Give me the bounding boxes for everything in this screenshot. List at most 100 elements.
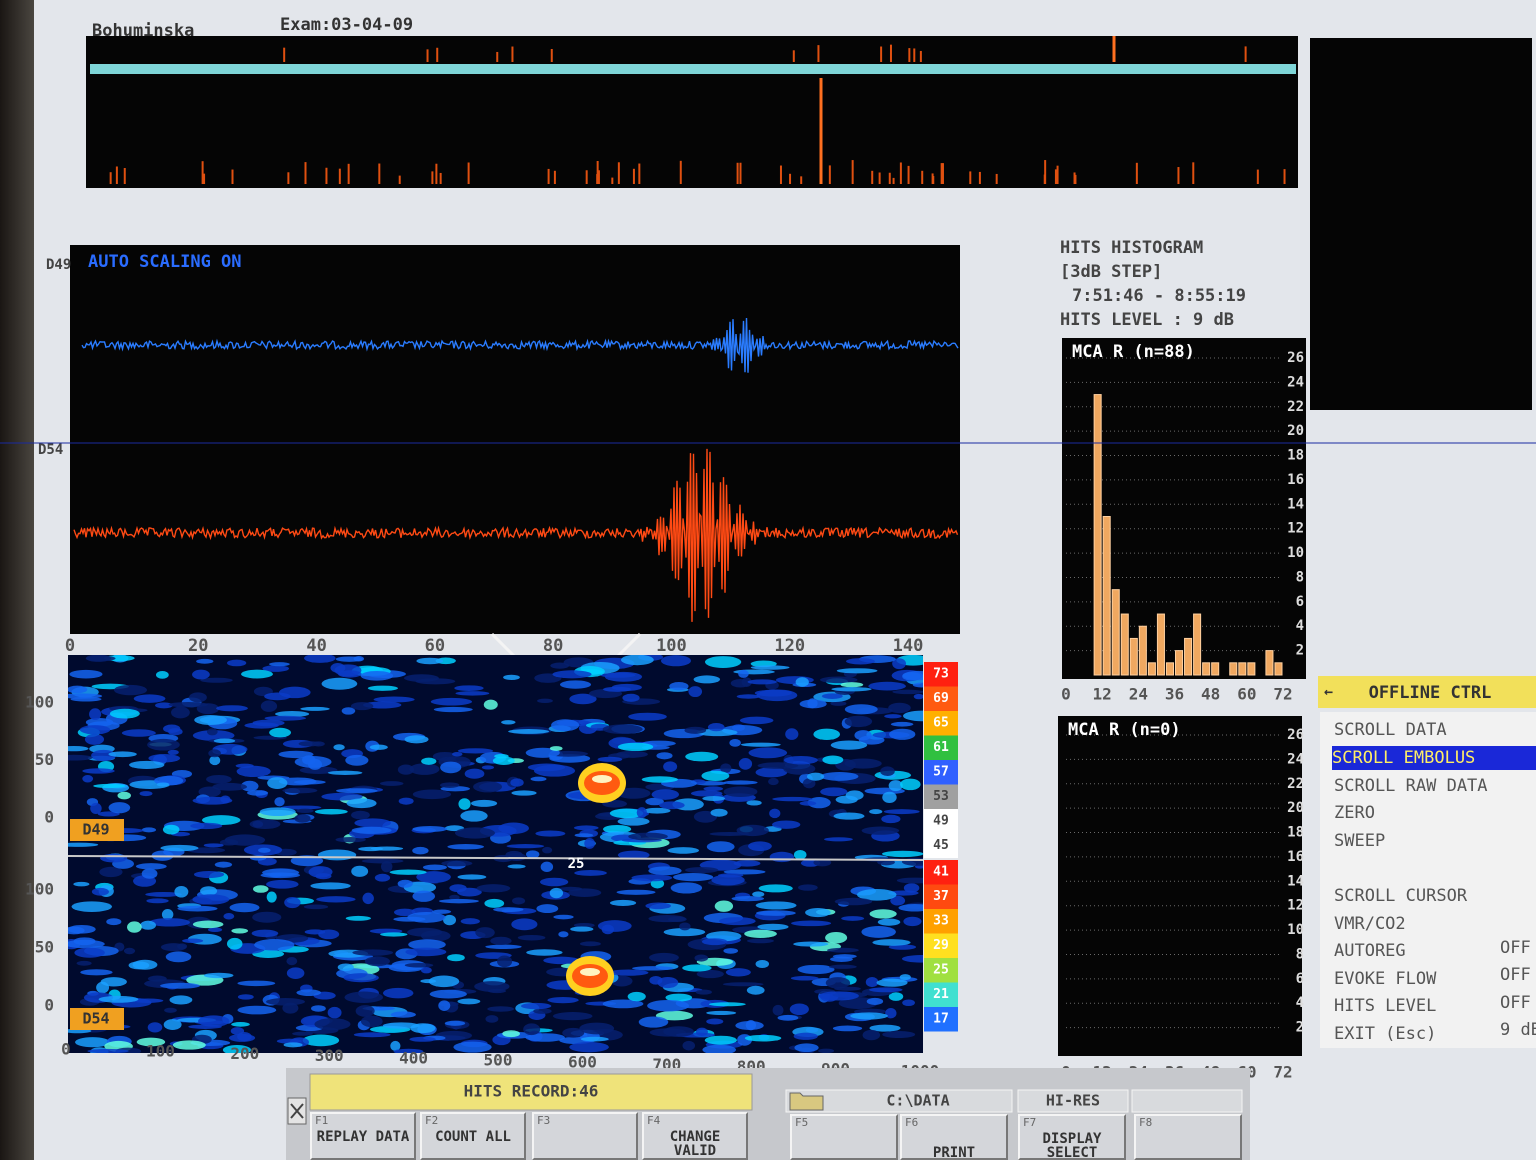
speckle — [900, 779, 921, 791]
speckle — [694, 954, 708, 961]
speckle — [430, 990, 467, 999]
histogram-bar — [1112, 590, 1119, 675]
speckle — [501, 720, 515, 724]
speckle — [550, 888, 563, 898]
speckle — [157, 782, 169, 786]
speckle — [914, 694, 924, 699]
speckle — [412, 891, 435, 902]
speckle — [351, 702, 373, 710]
menu-item[interactable]: SCROLL DATA — [1334, 718, 1536, 742]
speckle — [227, 660, 246, 667]
speckle — [318, 929, 339, 939]
menu-title: OFFLINE CTRL — [1369, 683, 1492, 703]
speckle — [872, 939, 910, 946]
speckle — [488, 989, 506, 993]
speckle — [254, 939, 294, 951]
speckle — [772, 797, 813, 801]
speckle — [882, 1031, 915, 1038]
speckle — [768, 778, 779, 785]
key-label: DISPLAY SELECT — [1024, 1132, 1120, 1160]
speckle — [338, 963, 354, 971]
speckle — [93, 784, 125, 788]
speckle — [122, 729, 156, 736]
function-key[interactable]: F5 — [790, 1114, 898, 1160]
speckle — [639, 1016, 669, 1027]
speckle — [711, 809, 728, 817]
key-code: F7 — [1023, 1116, 1036, 1129]
menu-item[interactable]: SWEEP — [1334, 829, 1536, 853]
speckle — [318, 850, 356, 861]
key-label: CHANGE VALID — [648, 1130, 742, 1158]
speckle — [637, 807, 647, 818]
speckle — [846, 658, 875, 664]
speckle — [110, 709, 140, 719]
speckle — [69, 670, 102, 679]
speckle — [882, 851, 923, 857]
speckle — [845, 716, 872, 727]
speckle — [206, 775, 232, 784]
y-tick-label: 24 — [1287, 751, 1304, 767]
speckle — [751, 665, 790, 669]
scale-label: 25 — [933, 963, 949, 978]
speckle — [266, 880, 299, 889]
x-tick-label: 48 — [1201, 685, 1220, 704]
speckle — [193, 921, 224, 929]
speckle — [333, 744, 344, 750]
speckle — [701, 771, 729, 781]
speckle — [85, 734, 104, 745]
menu-item[interactable]: ZERO — [1334, 801, 1536, 825]
speckle — [791, 976, 819, 981]
speckle — [308, 759, 322, 770]
histogram-title: MCA R (n=88) — [1072, 342, 1195, 362]
histogram-bar — [1266, 651, 1273, 675]
speckle — [124, 948, 135, 954]
speckle — [374, 696, 415, 702]
speckle — [584, 838, 595, 849]
speckle — [238, 994, 254, 999]
speckle — [484, 700, 498, 710]
menu-item[interactable]: SCROLL RAW DATA — [1334, 774, 1536, 798]
key-label: REPLAY DATA — [316, 1130, 410, 1144]
speckle — [706, 1011, 736, 1015]
function-key[interactable]: F8 — [1134, 1114, 1242, 1160]
speckle — [628, 992, 646, 1001]
speckle — [579, 1023, 614, 1035]
speckle — [314, 1018, 350, 1030]
speckle — [628, 713, 667, 721]
menu-item[interactable]: SCROLL CURSOR — [1334, 884, 1536, 908]
speckle — [718, 873, 743, 877]
menu-item[interactable]: SCROLL EMBOLUS — [1332, 746, 1536, 770]
speckle — [784, 756, 818, 764]
speckle — [312, 741, 325, 746]
speckle — [738, 670, 749, 678]
speckle — [223, 913, 234, 919]
histogram-bar — [1148, 663, 1155, 675]
speckle — [869, 909, 896, 918]
y-tick-label: 2 — [1296, 1020, 1304, 1036]
function-key[interactable]: F7 DISPLAY SELECT — [1018, 1114, 1126, 1160]
y-tick-label: 16 — [1287, 472, 1304, 488]
speckle — [510, 778, 523, 786]
speckle — [147, 739, 180, 751]
speckle — [200, 886, 217, 895]
speckle — [798, 884, 818, 890]
speckle — [164, 1008, 177, 1013]
function-key[interactable]: F3 — [532, 1112, 638, 1160]
speckle — [749, 747, 787, 758]
histogram-bar — [1176, 651, 1183, 675]
speckle — [440, 782, 459, 788]
menu-item[interactable]: EXIT (Esc) — [1334, 1022, 1536, 1046]
speckle — [485, 1015, 498, 1023]
speckle — [618, 817, 650, 825]
speckle — [598, 757, 623, 762]
speckle — [647, 1000, 689, 1011]
menu-arrow: ← — [1324, 683, 1333, 701]
